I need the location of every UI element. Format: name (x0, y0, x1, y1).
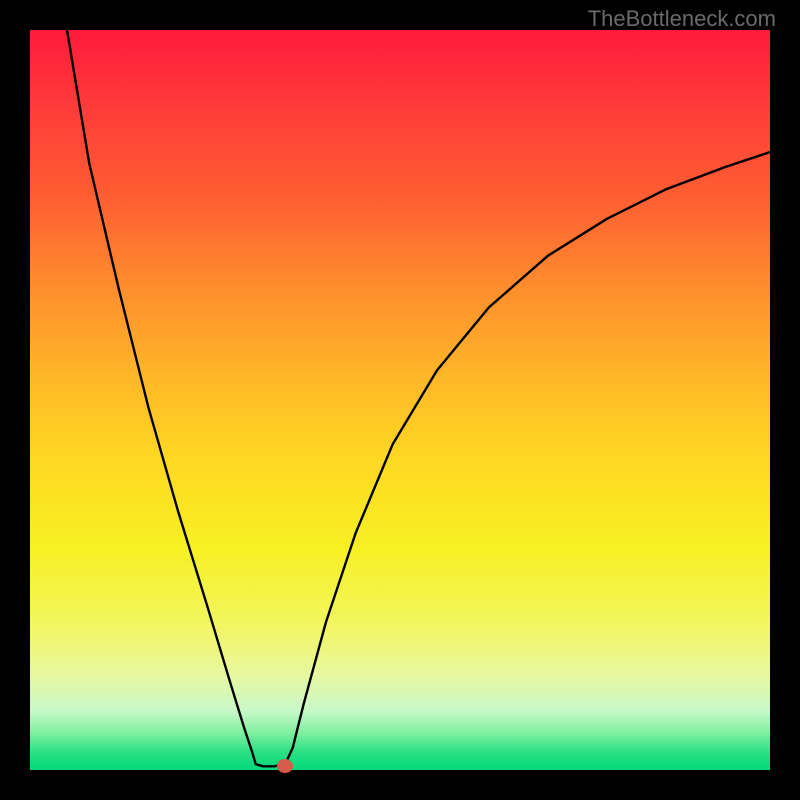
watermark-text: TheBottleneck.com (588, 6, 776, 32)
bottleneck-curve (67, 30, 770, 766)
minimum-marker (277, 759, 293, 773)
curve-svg (30, 30, 770, 770)
plot-area (30, 30, 770, 770)
